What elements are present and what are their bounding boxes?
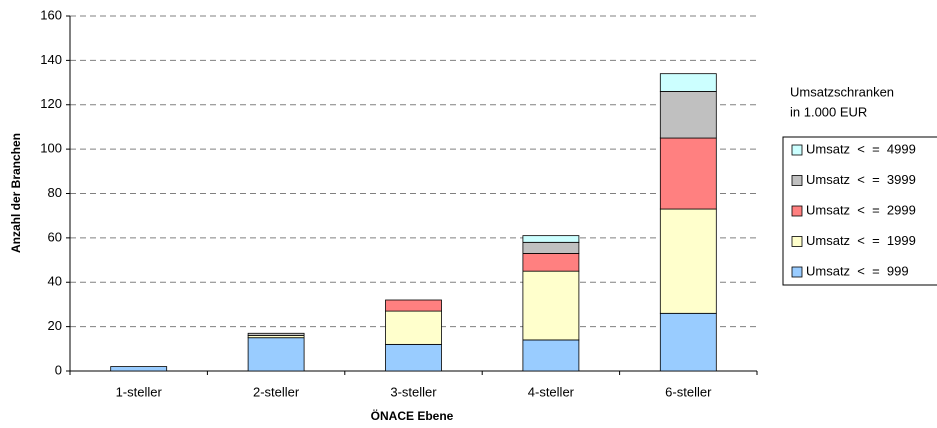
y-tick-label: 120 [40,96,62,111]
bar-segment [385,343,442,372]
bar-segment [522,253,580,272]
legend-label: Umsatz < = 999 [806,263,909,278]
legend-swatch [791,205,803,217]
legend-box [782,136,937,286]
y-tick-label: 0 [55,362,62,377]
bar-segment [247,332,305,336]
bar-segment [659,208,717,314]
y-axis-label: Anzahl der Branchen [9,133,23,253]
bar-segment [522,241,580,254]
bar-segment [110,366,168,372]
legend-swatch [791,144,803,156]
bar-segment [522,339,580,372]
x-tick-label: 2-steller [253,384,300,399]
legend-title: Umsatzschranken [790,84,894,99]
x-axis-label: ÖNACE Ebene [371,408,454,423]
legend-swatch [791,175,803,186]
x-tick-label: 1-steller [116,384,163,399]
bar-segment [659,137,717,210]
bar-segment [247,337,305,372]
x-tick-label: 3-steller [390,384,437,399]
x-tick-label: 6-steller [665,384,712,399]
y-tick-label: 160 [40,7,62,22]
bar-segment [522,235,580,243]
x-tick-label: 4-steller [528,384,575,399]
y-tick-label: 60 [48,229,62,244]
bar-segment [385,310,442,345]
bar-segment [385,299,442,312]
y-tick-label: 40 [48,274,62,289]
legend-title: in 1.000 EUR [790,104,867,119]
legend-label: Umsatz < = 2999 [806,202,916,217]
y-tick-label: 100 [40,141,62,156]
legend-label: Umsatz < = 4999 [806,141,916,156]
legend-label: Umsatz < = 1999 [806,233,916,248]
y-tick-label: 80 [48,185,62,200]
bar-segment [659,73,717,92]
legend-swatch [791,266,803,278]
y-tick-label: 140 [40,52,62,67]
legend-swatch [791,236,803,247]
bar-segment [659,91,717,139]
bar-segment [659,312,717,372]
bar-segment [522,270,580,341]
legend-label: Umsatz < = 3999 [806,172,916,187]
y-tick-label: 20 [48,318,62,333]
